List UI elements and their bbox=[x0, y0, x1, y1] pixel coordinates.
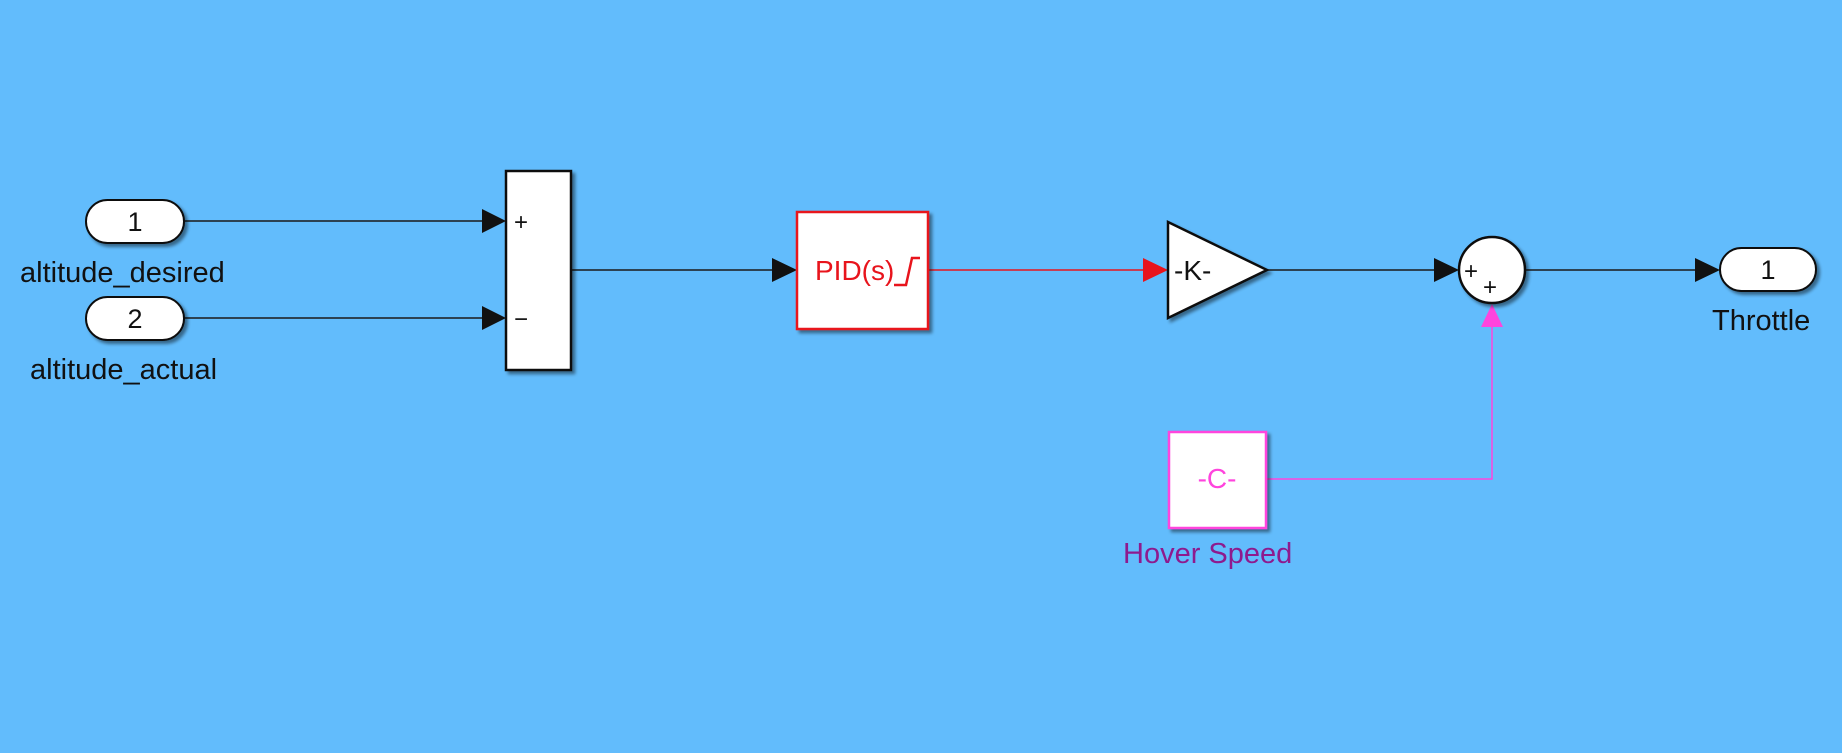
gain-label: -K- bbox=[1174, 255, 1211, 286]
gain-block[interactable] bbox=[1166, 220, 1270, 320]
outport-number: 1 bbox=[1760, 255, 1775, 285]
arrow-sum-minus bbox=[482, 306, 506, 330]
inport-altitude-actual[interactable] bbox=[85, 296, 185, 341]
sum2-sign-left: + bbox=[1464, 258, 1478, 285]
hover-speed-constant-block[interactable] bbox=[1167, 430, 1268, 530]
pid-controller-block[interactable] bbox=[795, 210, 930, 331]
sum-sign-minus: − bbox=[514, 306, 528, 333]
error-sum-block[interactable] bbox=[504, 169, 573, 372]
output-sum-block[interactable] bbox=[1457, 235, 1527, 305]
arrow-outport-in bbox=[1695, 258, 1720, 282]
inport-altitude-desired[interactable] bbox=[85, 199, 185, 244]
arrow-gain-in bbox=[1143, 258, 1168, 282]
inport-2-number: 2 bbox=[127, 304, 142, 334]
sum-sign-plus: + bbox=[514, 209, 528, 236]
inport-1-number: 1 bbox=[127, 207, 142, 237]
constant-name: Hover Speed bbox=[1123, 538, 1293, 570]
arrow-sum2-in bbox=[1434, 258, 1459, 282]
constant-label: -C- bbox=[1198, 463, 1237, 494]
arrow-pid-in bbox=[772, 258, 797, 282]
outport-name: Throttle bbox=[1712, 305, 1811, 337]
outport-throttle[interactable] bbox=[1719, 247, 1817, 292]
inport-2-name: altitude_actual bbox=[30, 354, 218, 386]
pid-saturation-icon bbox=[894, 256, 920, 287]
inport-1-name: altitude_desired bbox=[20, 257, 225, 289]
pid-label: PID(s) bbox=[815, 255, 894, 286]
signal-lines bbox=[184, 209, 1720, 480]
sum2-sign-bottom: + bbox=[1483, 274, 1497, 301]
arrow-sum-plus bbox=[482, 209, 506, 233]
line-constant-to-sum2[interactable] bbox=[1267, 327, 1493, 480]
arrow-sum2-bottom bbox=[1481, 304, 1503, 327]
